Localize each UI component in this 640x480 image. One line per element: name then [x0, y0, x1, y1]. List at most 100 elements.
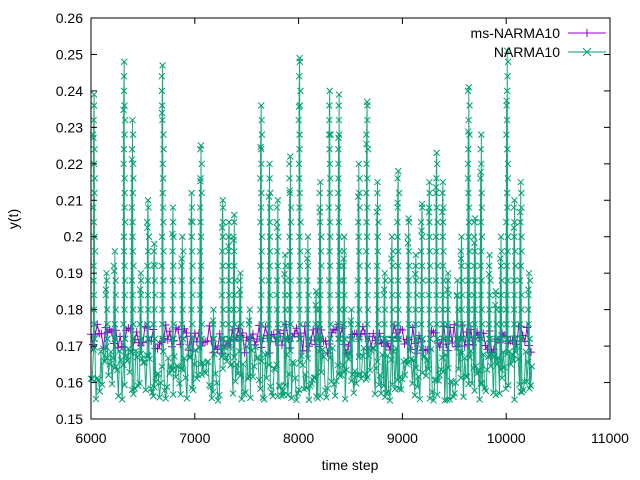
data-point [209, 388, 217, 396]
data-point [273, 335, 281, 343]
data-point [492, 291, 500, 299]
data-point [413, 291, 421, 299]
data-point [129, 390, 137, 398]
data-point [381, 277, 389, 284]
data-point [131, 385, 138, 392]
data-point [329, 325, 338, 334]
data-point [121, 277, 129, 284]
data-point [341, 335, 349, 343]
data-point [432, 189, 440, 197]
data-point [518, 233, 525, 241]
data-point [445, 364, 452, 372]
data-point [225, 277, 233, 284]
data-point [265, 193, 273, 200]
data-point [299, 361, 307, 369]
data-point [160, 131, 167, 139]
data-point [325, 102, 333, 109]
data-point [198, 160, 206, 168]
data-point [426, 189, 434, 197]
data-point [117, 356, 125, 364]
data-point [90, 91, 98, 98]
data-point [428, 388, 436, 396]
data-point [151, 291, 159, 299]
data-point [456, 349, 464, 356]
data-point [389, 262, 396, 270]
data-point [335, 335, 342, 343]
data-point [112, 363, 120, 370]
y-tick-label: 0.21 [56, 192, 83, 208]
data-point [182, 374, 190, 381]
data-point [258, 320, 265, 328]
data-point [296, 306, 303, 313]
data-point [266, 291, 274, 299]
y-tick-label: 0.16 [56, 375, 83, 391]
data-point [295, 116, 303, 124]
data-point [170, 233, 177, 241]
data-point [148, 388, 156, 396]
data-point [305, 335, 313, 343]
data-point [238, 395, 246, 403]
data-point [418, 306, 425, 313]
data-point [325, 347, 333, 354]
data-point [219, 365, 227, 373]
data-point [363, 140, 370, 148]
data-point [363, 204, 371, 211]
data-point [329, 344, 336, 352]
data-point [425, 277, 433, 284]
data-point [304, 262, 312, 270]
data-point [458, 335, 466, 343]
data-point [264, 350, 272, 358]
data-point [327, 320, 335, 328]
data-point [111, 320, 119, 328]
data-point [144, 224, 151, 231]
data-point [196, 145, 204, 153]
data-point [257, 102, 265, 109]
data-point [374, 204, 382, 211]
data-point [426, 233, 433, 241]
data-point [432, 183, 440, 191]
data-point [198, 189, 205, 197]
data-point [166, 370, 173, 377]
data-point [485, 306, 493, 313]
data-point [143, 320, 151, 328]
data-point [286, 306, 294, 313]
data-point [225, 262, 233, 270]
data-point [433, 175, 440, 182]
legend: ms-NARMA10 NARMA10 [471, 25, 606, 60]
data-point [258, 277, 266, 284]
data-point [258, 160, 265, 168]
data-point [405, 359, 412, 366]
data-point [356, 370, 364, 378]
data-point [301, 371, 309, 378]
data-point [503, 102, 510, 109]
data-point [504, 233, 512, 241]
data-point [451, 389, 459, 397]
data-point [218, 277, 226, 284]
data-point [141, 358, 148, 366]
data-point [137, 335, 145, 343]
data-point [111, 247, 119, 255]
y-tick-label: 0.18 [56, 302, 83, 318]
data-point [439, 262, 447, 270]
data-point [334, 145, 342, 153]
data-point [439, 189, 446, 197]
data-point [142, 386, 150, 394]
data-point [158, 306, 166, 313]
data-point [503, 131, 510, 139]
data-point [266, 218, 274, 226]
data-point [317, 233, 325, 241]
data-point [196, 204, 204, 211]
data-point [296, 262, 304, 270]
data-point [230, 218, 238, 226]
data-point [246, 306, 254, 313]
data-point [498, 374, 506, 382]
data-point [375, 218, 382, 226]
data-point [116, 347, 124, 355]
data-point [121, 335, 129, 343]
data-point [471, 277, 479, 284]
data-point [151, 306, 158, 313]
data-point [257, 385, 264, 393]
data-point [388, 291, 396, 299]
data-point [340, 233, 348, 241]
